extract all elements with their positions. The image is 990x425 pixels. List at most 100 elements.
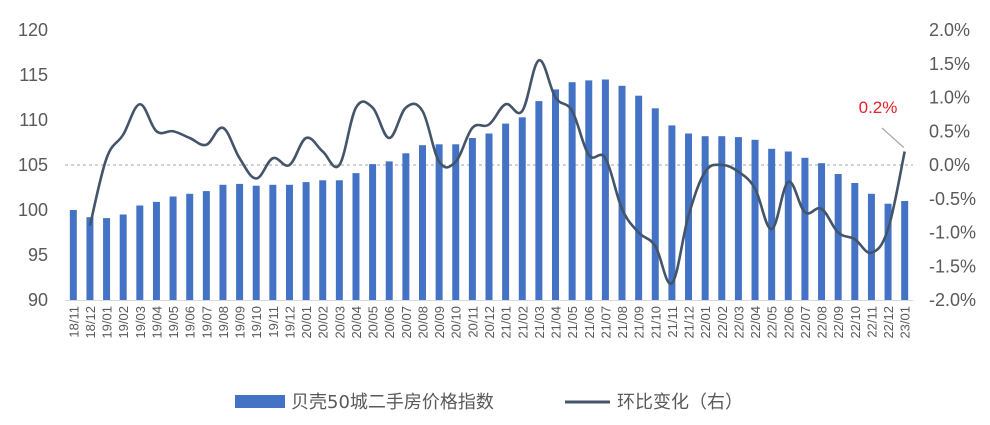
x-tick-label: 22/10 (848, 306, 863, 339)
x-tick-label: 21/06 (582, 306, 597, 339)
bar (103, 218, 111, 300)
bar (701, 136, 709, 300)
x-tick-label: 22/01 (698, 306, 713, 339)
x-tick-label: 20/03 (332, 306, 347, 339)
x-tick-label: 22/04 (748, 306, 763, 339)
bar (186, 193, 194, 300)
bar (818, 163, 826, 300)
y-right-tick-label: -1.0% (929, 223, 976, 243)
x-tick-label: 20/05 (366, 306, 381, 339)
bar (402, 153, 410, 300)
bar (335, 180, 343, 300)
bar (552, 89, 560, 301)
bar (202, 191, 210, 300)
bar (319, 180, 327, 300)
x-tick-label: 19/06 (183, 306, 198, 339)
bar (585, 80, 593, 301)
x-tick-label: 20/11 (465, 306, 480, 338)
x-tick-label: 19/02 (116, 306, 131, 339)
x-tick-label: 20/07 (399, 306, 414, 339)
x-tick-label: 21/07 (598, 306, 613, 339)
bar (568, 82, 576, 300)
bar (285, 184, 293, 300)
bar (468, 138, 476, 300)
bar (668, 125, 676, 301)
bar (718, 136, 726, 300)
y-right-tick-label: 2.0% (929, 20, 970, 40)
bar (385, 161, 393, 300)
x-tick-label: 22/12 (881, 306, 896, 339)
x-tick-label: 22/07 (798, 306, 813, 339)
bar (302, 182, 310, 300)
x-tick-label: 19/12 (282, 306, 297, 339)
bar (535, 101, 543, 300)
y-left-tick-label: 115 (19, 65, 48, 85)
bar (452, 144, 460, 300)
x-tick-label: 18/12 (83, 306, 98, 339)
x-tick-label: 22/08 (815, 306, 830, 339)
y-left-tick-label: 105 (18, 155, 48, 175)
x-tick-label: 19/05 (166, 306, 181, 339)
bar (136, 205, 144, 300)
x-tick-label: 19/09 (233, 306, 248, 339)
annotation-label: 0.2% (859, 98, 898, 117)
legend-swatch-bar (235, 395, 285, 408)
bar (618, 85, 626, 300)
bar (236, 183, 244, 300)
bar (518, 117, 526, 300)
x-tick-label: 20/10 (449, 306, 464, 339)
bar (768, 148, 776, 300)
legend-label-index: 贝壳50城二手房价格指数 (291, 392, 494, 413)
x-tick-label: 20/02 (316, 306, 331, 339)
x-tick-label: 19/10 (249, 306, 264, 339)
bar (69, 210, 77, 300)
legend-label-mom: 环比变化（右） (617, 392, 743, 413)
x-tick-label: 22/09 (831, 306, 846, 339)
x-tick-label: 23/01 (898, 306, 913, 339)
y-right-tick-label: 0.5% (929, 121, 970, 141)
y-right-tick-label: 0.0% (929, 155, 970, 175)
x-tick-label: 21/02 (515, 306, 530, 339)
x-tick-label: 20/08 (415, 306, 430, 339)
y-left-tick-label: 110 (19, 110, 48, 130)
x-tick-label: 21/12 (682, 306, 697, 339)
bar (834, 174, 842, 300)
bar (601, 79, 609, 300)
bar (219, 184, 227, 300)
bar (369, 164, 377, 300)
x-tick-label: 20/09 (432, 306, 447, 339)
x-tick-label: 22/03 (731, 306, 746, 339)
x-tick-label: 20/06 (382, 306, 397, 339)
x-tick-label: 19/03 (133, 306, 148, 339)
x-tick-label: 22/05 (765, 306, 780, 339)
bar (119, 214, 127, 300)
bar (352, 173, 360, 300)
x-tick-label: 19/08 (216, 306, 231, 339)
bar (152, 201, 160, 300)
bar (252, 185, 260, 300)
x-tick-label: 21/11 (665, 306, 680, 338)
line-series-mom-change (88, 59, 906, 285)
y-left-tick-label: 100 (18, 200, 48, 220)
x-tick-label: 22/02 (715, 306, 730, 339)
x-tick-label: 22/11 (864, 306, 879, 338)
x-tick-label: 21/10 (648, 306, 663, 339)
x-tick-label: 19/04 (149, 306, 164, 339)
y-left-tick-label: 120 (18, 20, 48, 40)
bar (851, 183, 859, 300)
bar (485, 133, 493, 300)
x-tick-label: 21/05 (565, 306, 580, 339)
y-right-tick-label: 1.5% (929, 54, 970, 74)
bar (86, 217, 94, 300)
y-right-tick-label: -1.5% (929, 256, 976, 276)
x-tick-label: 20/12 (482, 306, 497, 339)
y-right-tick-label: -2.0% (929, 290, 976, 310)
bar (801, 157, 809, 300)
bar (418, 145, 426, 300)
y-right-tick-label: -0.5% (929, 189, 976, 209)
annotation-leader-line (881, 127, 905, 148)
x-tick-label: 21/01 (499, 306, 514, 339)
y-right-tick-label: 1.0% (929, 88, 970, 108)
